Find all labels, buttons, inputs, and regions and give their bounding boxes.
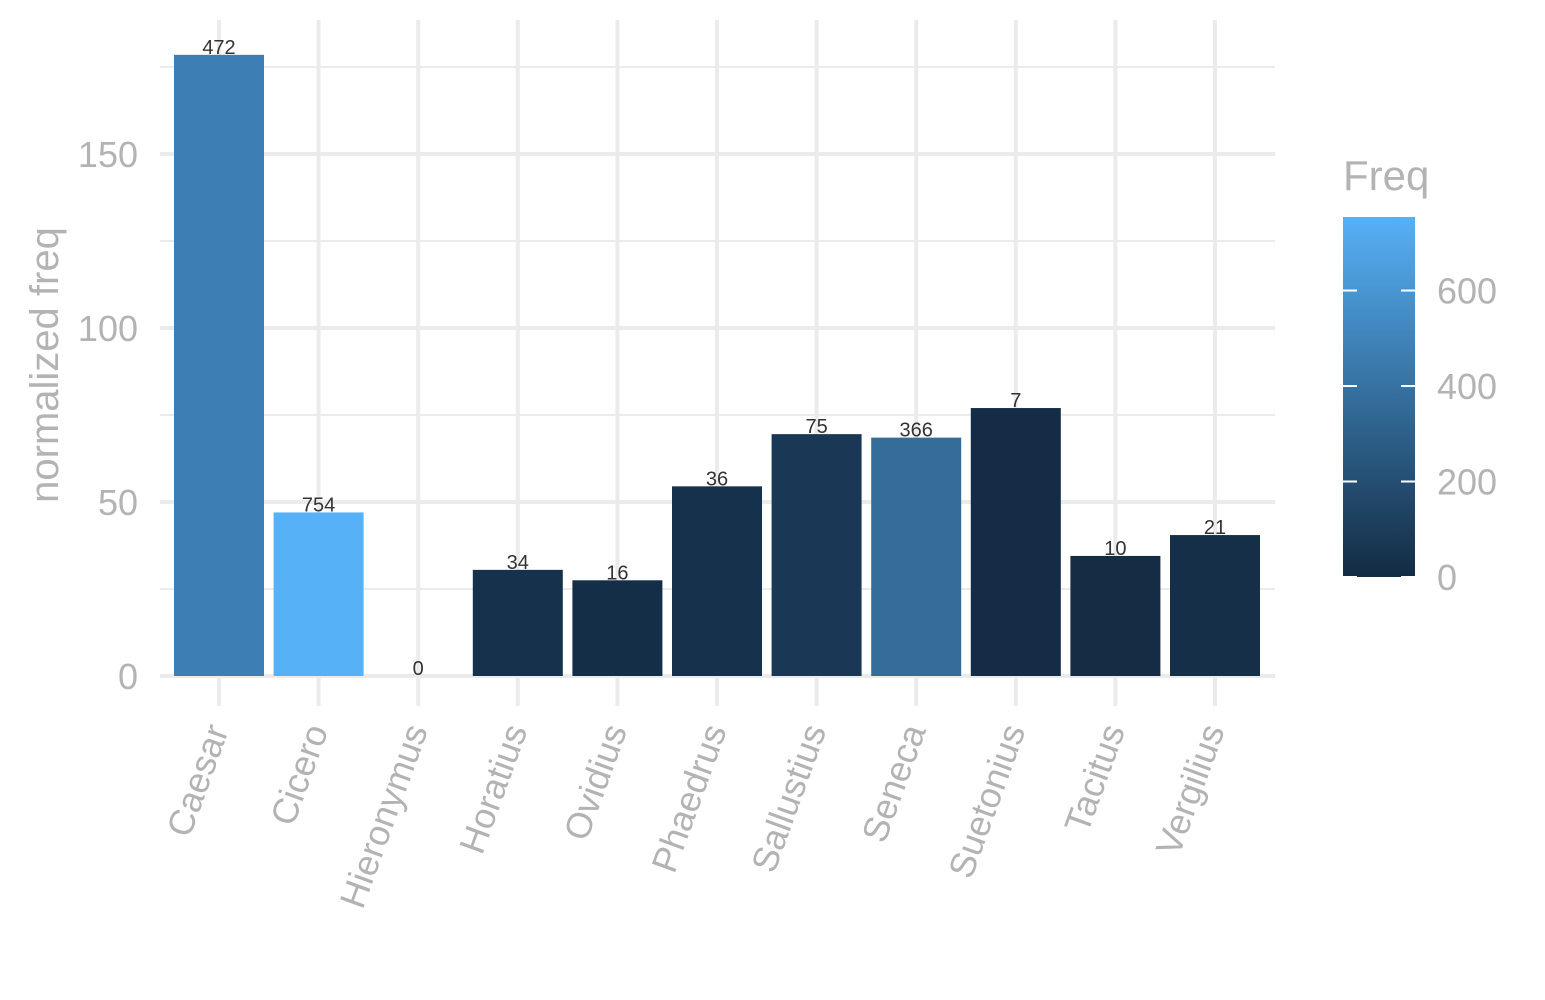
y-tick-label: 0 — [118, 656, 138, 697]
bar-value-label: 754 — [302, 494, 335, 516]
bar-value-label: 75 — [805, 416, 827, 438]
x-tick-label: Suetonius — [940, 719, 1033, 883]
bar-caesar — [174, 54, 264, 676]
bar-value-label: 36 — [706, 468, 728, 490]
bar-cicero — [273, 512, 364, 676]
data-labels: 472 754 0 34 16 36 75 366 7 10 21 — [202, 37, 1226, 680]
x-tick-label: Tacitus — [1056, 719, 1133, 838]
legend-tick-label: 0 — [1437, 557, 1457, 598]
bar-value-label: 34 — [507, 552, 529, 574]
bar-sallustius — [771, 434, 862, 676]
legend-tick-label: 200 — [1437, 462, 1497, 503]
bar-value-label: 10 — [1104, 538, 1126, 560]
bar-value-label: 0 — [413, 658, 424, 680]
legend-tick-label: 600 — [1437, 271, 1497, 312]
freq-legend: Freq 0 200 400 600 — [1343, 152, 1497, 598]
bar-value-label: 472 — [202, 37, 235, 59]
bar-phaedrus — [672, 486, 762, 676]
x-tick-label: Phaedrus — [643, 719, 734, 878]
x-tick-label: Seneca — [853, 718, 934, 848]
legend-tick-label: 400 — [1437, 366, 1497, 407]
x-tick-label: Cicero — [262, 719, 336, 831]
y-tick-label: 50 — [98, 482, 138, 523]
bar-ovidius — [572, 580, 663, 676]
y-tick-label: 100 — [78, 308, 138, 349]
x-tick-label: Vergilius — [1147, 719, 1232, 861]
bar-value-label: 21 — [1204, 517, 1226, 539]
x-tick-label: Caesar — [158, 719, 236, 842]
x-tick-label: Hieronymus — [332, 719, 436, 914]
bar-value-label: 366 — [900, 420, 933, 442]
x-tick-label: Ovidius — [555, 719, 635, 846]
x-tick-label: Sallustius — [743, 719, 834, 878]
x-tick-label: Horatius — [451, 719, 535, 859]
bar-suetonius — [970, 408, 1061, 676]
legend-colorbar — [1343, 217, 1415, 577]
bar-horatius — [472, 569, 563, 676]
bar-value-label: 7 — [1010, 390, 1021, 412]
bars — [174, 54, 1260, 676]
y-axis-title: normalized freq — [23, 227, 67, 503]
y-axis: 0 50 100 150 — [78, 134, 138, 697]
bar-value-label: 16 — [606, 562, 628, 584]
legend-title: Freq — [1343, 152, 1429, 199]
y-tick-label: 150 — [78, 134, 138, 175]
bar-vergilius — [1170, 535, 1260, 676]
bar-seneca — [871, 437, 962, 676]
bar-tacitus — [1070, 555, 1161, 676]
